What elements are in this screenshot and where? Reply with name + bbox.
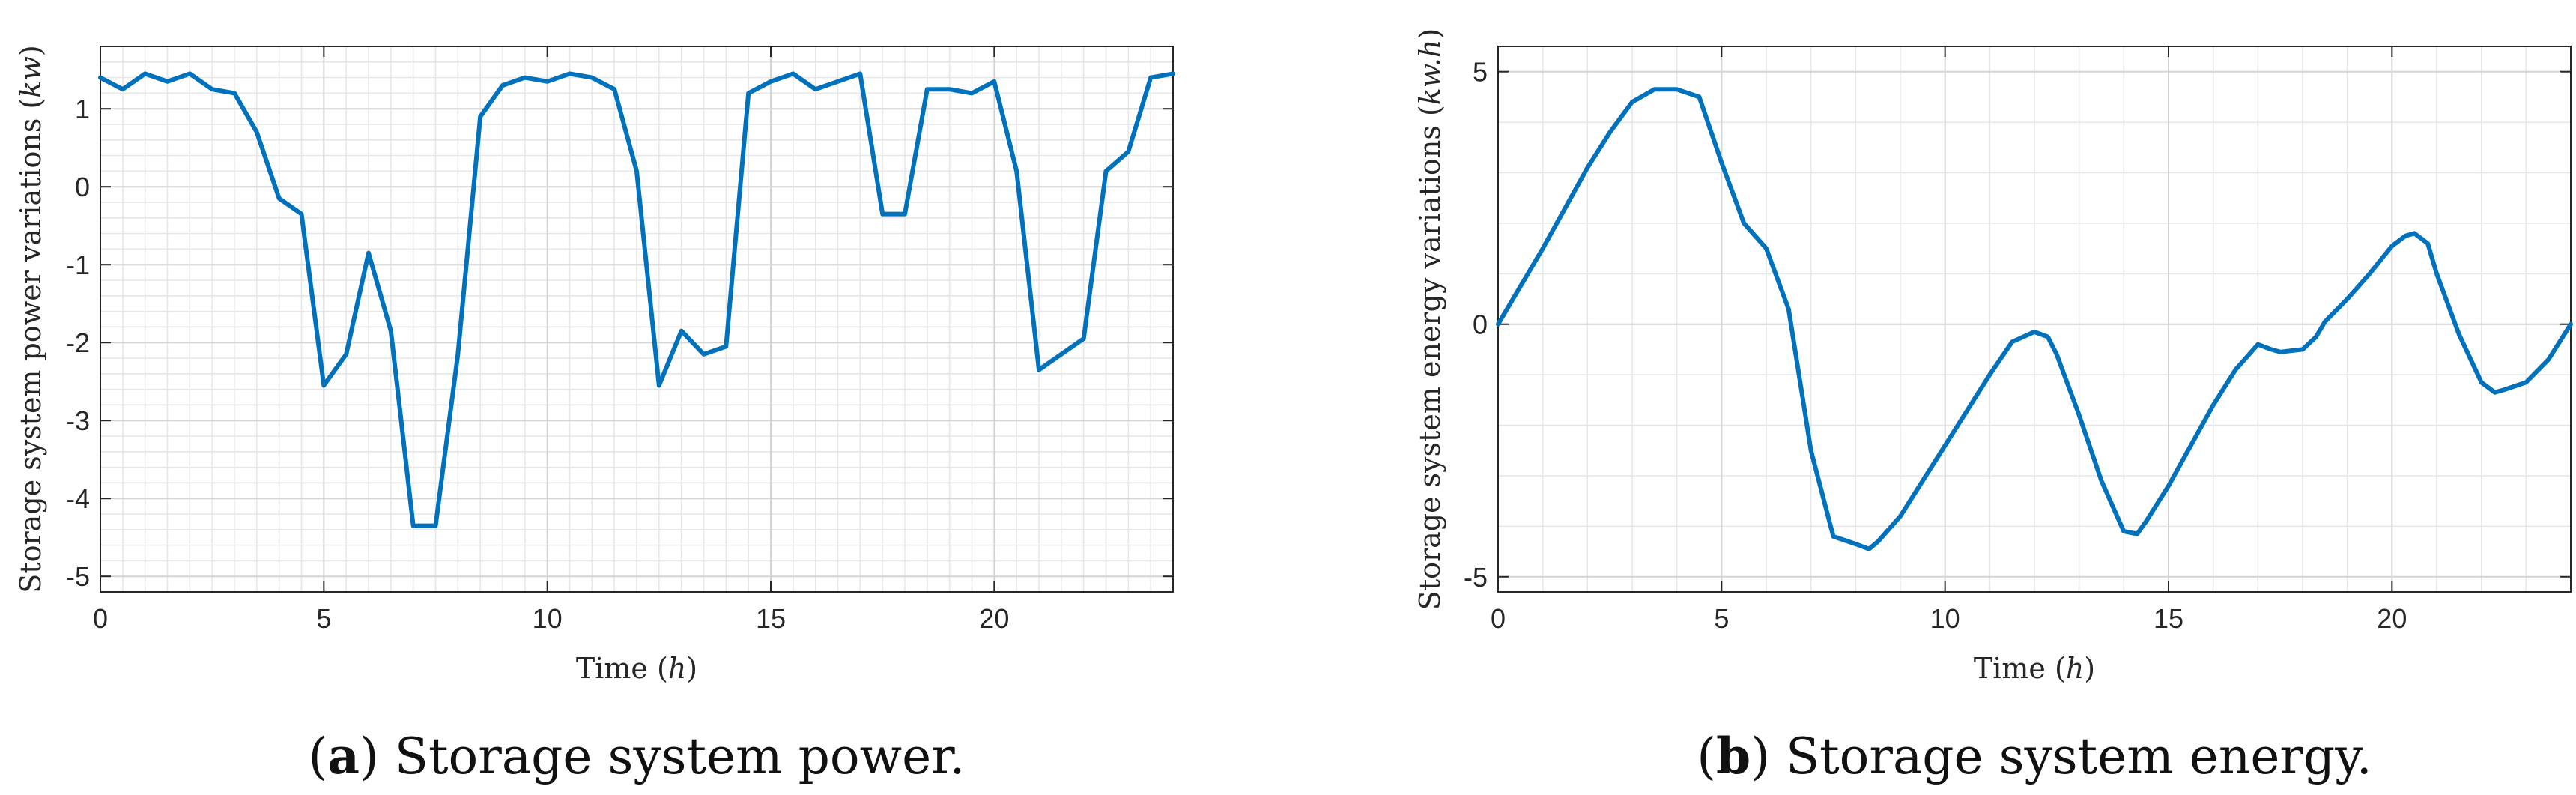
- energy-chart-series-line: [1496, 87, 2573, 551]
- power-chart-y-tick-label: 0: [75, 172, 90, 202]
- energy-chart-y-axis-label: Storage system energy variations (kw.h): [1413, 28, 1446, 610]
- power-chart-plot-area: [100, 46, 1174, 593]
- energy-chart-x-tick-label: 0: [1491, 603, 1506, 634]
- power-chart-x-tick-label: 5: [316, 603, 331, 634]
- power-chart-y-tick-label: -2: [66, 327, 90, 358]
- energy-chart-x-tick-label: 15: [2154, 603, 2183, 634]
- power-chart-y-tick-label: -3: [66, 405, 90, 436]
- energy-chart-y-tick-label: 0: [1473, 309, 1488, 340]
- power-chart-x-tick-label: 0: [93, 603, 108, 634]
- power-chart-x-axis-label: Time (h): [576, 652, 697, 685]
- power-chart-y-tick-label: -4: [66, 483, 90, 514]
- power-chart-y-tick-label: -5: [66, 561, 90, 592]
- energy-chart-plot-area: [1497, 46, 2572, 593]
- energy-chart-series: [1496, 87, 2573, 551]
- energy-chart-grid: [1497, 46, 2572, 592]
- energy-chart-y-tick-label: -5: [1464, 562, 1488, 593]
- power-chart-grid: [100, 46, 1174, 593]
- energy-chart-caption: (b) Storage system energy.: [1697, 727, 2372, 785]
- power-chart-y-tick-label: 1: [75, 94, 90, 124]
- power-chart-y-axis-label: Storage system power variations (kw): [14, 45, 47, 593]
- energy-chart-y-tick-label: 5: [1473, 57, 1488, 88]
- energy-chart-x-tick-label: 5: [1714, 603, 1729, 634]
- power-chart-series-line: [98, 71, 1175, 528]
- power-chart-y-tick-label: -1: [66, 250, 90, 280]
- energy-chart-x-tick-label: 20: [2377, 603, 2407, 634]
- power-chart-caption: (a) Storage system power.: [309, 727, 966, 785]
- power-chart-x-tick-label: 15: [756, 603, 786, 634]
- power-chart-series: [98, 71, 1175, 528]
- energy-chart-x-axis-label: Time (h): [1974, 652, 2095, 685]
- power-chart-x-tick-label: 20: [979, 603, 1009, 634]
- power-chart-x-tick-label: 10: [533, 603, 563, 634]
- energy-chart-x-tick-label: 10: [1930, 603, 1960, 634]
